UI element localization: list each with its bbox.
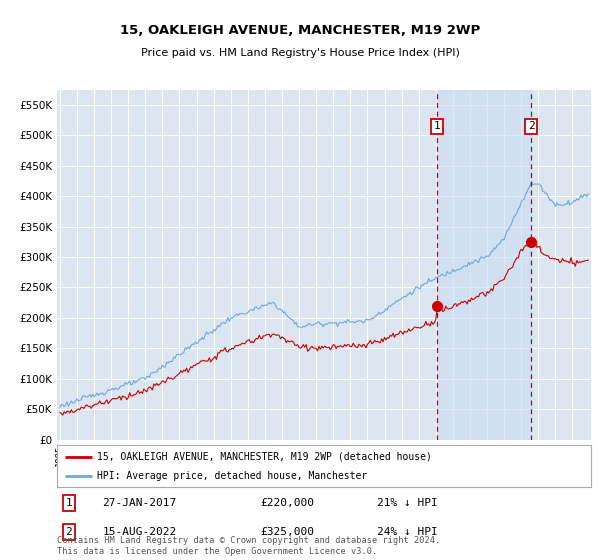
Text: 2: 2	[528, 122, 535, 132]
Text: £325,000: £325,000	[260, 527, 314, 537]
Text: Contains HM Land Registry data © Crown copyright and database right 2024.
This d: Contains HM Land Registry data © Crown c…	[57, 536, 440, 556]
Text: £220,000: £220,000	[260, 498, 314, 508]
Text: 24% ↓ HPI: 24% ↓ HPI	[377, 527, 438, 537]
Text: 15-AUG-2022: 15-AUG-2022	[103, 527, 176, 537]
Text: HPI: Average price, detached house, Manchester: HPI: Average price, detached house, Manc…	[97, 471, 367, 481]
Text: 15, OAKLEIGH AVENUE, MANCHESTER, M19 2WP (detached house): 15, OAKLEIGH AVENUE, MANCHESTER, M19 2WP…	[97, 451, 432, 461]
Text: 27-JAN-2017: 27-JAN-2017	[103, 498, 176, 508]
Text: 21% ↓ HPI: 21% ↓ HPI	[377, 498, 438, 508]
Text: 15, OAKLEIGH AVENUE, MANCHESTER, M19 2WP: 15, OAKLEIGH AVENUE, MANCHESTER, M19 2WP	[120, 24, 480, 38]
Text: 2: 2	[65, 527, 72, 537]
Text: Price paid vs. HM Land Registry's House Price Index (HPI): Price paid vs. HM Land Registry's House …	[140, 48, 460, 58]
Bar	[437, 90, 531, 440]
Text: 1: 1	[65, 498, 72, 508]
Text: 1: 1	[434, 122, 440, 132]
